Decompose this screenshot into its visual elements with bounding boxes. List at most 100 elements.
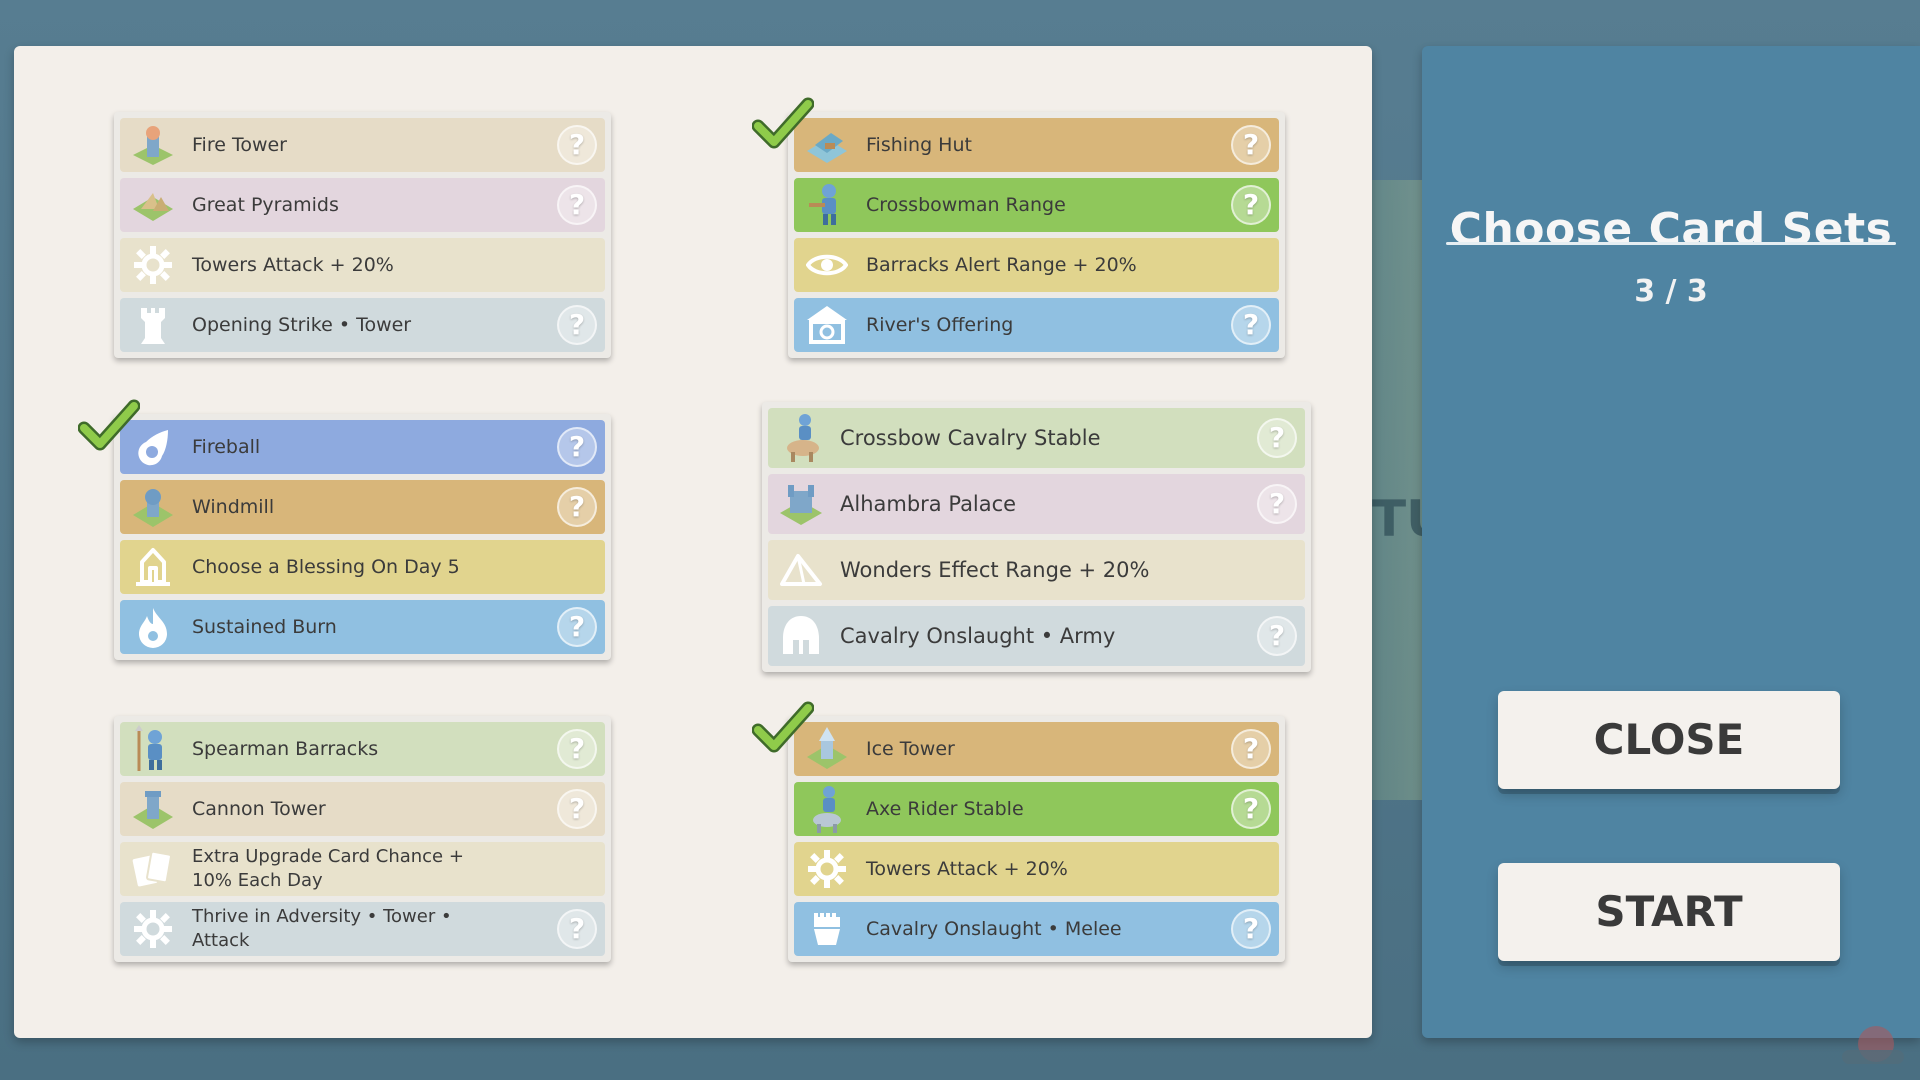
card-label: Fireball xyxy=(192,436,261,458)
help-icon[interactable]: ? xyxy=(557,909,597,949)
card-row: Towers Attack + 20% xyxy=(794,842,1279,896)
card-label: Crossbowman Range xyxy=(866,194,1066,216)
flame-icon xyxy=(128,602,178,652)
fire-tower-icon xyxy=(128,120,178,170)
card-row: Ice Tower ? xyxy=(794,722,1279,776)
help-icon[interactable]: ? xyxy=(557,125,597,165)
card-row: Crossbow Cavalry Stable ? xyxy=(768,408,1305,468)
help-icon[interactable]: ? xyxy=(557,789,597,829)
help-icon[interactable]: ? xyxy=(1231,909,1271,949)
card-set-6[interactable]: Ice Tower ? Axe Rider Stable ? Towers At… xyxy=(788,716,1285,962)
card-row: Extra Upgrade Card Chance + 10% Each Day xyxy=(120,842,605,896)
help-icon[interactable]: ? xyxy=(1231,305,1271,345)
fist-icon xyxy=(802,904,852,954)
card-set-1[interactable]: Fire Tower ? Great Pyramids ? Towers Att… xyxy=(114,112,611,358)
river-temple-icon xyxy=(802,300,852,350)
eye-icon xyxy=(802,240,852,290)
close-button[interactable]: CLOSE xyxy=(1498,691,1840,789)
card-label: Extra Upgrade Card Chance + 10% Each Day xyxy=(192,846,464,891)
card-label: Opening Strike • Tower xyxy=(192,314,412,336)
card-set-2[interactable]: Fishing Hut ? Crossbowman Range ? Barrac… xyxy=(788,112,1285,358)
help-icon[interactable]: ? xyxy=(557,729,597,769)
card-label: Crossbow Cavalry Stable xyxy=(840,426,1101,450)
card-row: Towers Attack + 20% xyxy=(120,238,605,292)
help-icon[interactable]: ? xyxy=(1231,729,1271,769)
card-label: Windmill xyxy=(192,496,275,518)
card-set-3[interactable]: Fireball ? Windmill ? Choose a Blessing … xyxy=(114,414,611,660)
card-set-4[interactable]: Crossbow Cavalry Stable ? Alhambra Palac… xyxy=(762,402,1311,672)
card-label: Cavalry Onslaught • Melee xyxy=(866,918,1122,940)
card-row: Crossbowman Range ? xyxy=(794,178,1279,232)
cards-icon xyxy=(128,844,178,894)
blessing-hands-icon xyxy=(128,542,178,592)
help-icon[interactable]: ? xyxy=(557,185,597,225)
help-icon[interactable]: ? xyxy=(1231,185,1271,225)
card-row: Fireball ? xyxy=(120,420,605,474)
help-icon[interactable]: ? xyxy=(1257,418,1297,458)
background-map-peek xyxy=(1365,180,1425,800)
start-button[interactable]: START xyxy=(1498,863,1840,961)
windmill-icon xyxy=(128,482,178,532)
tower-icon xyxy=(128,300,178,350)
card-row: Fishing Hut ? xyxy=(794,118,1279,172)
card-label: Wonders Effect Range + 20% xyxy=(840,558,1150,582)
card-row: Thrive in Adversity • Tower • Attack ? xyxy=(120,902,605,956)
panel-title: Choose Card Sets xyxy=(1449,204,1893,255)
card-label: Towers Attack + 20% xyxy=(866,858,1068,880)
selection-count: 3 / 3 xyxy=(1634,274,1708,309)
card-row: Cavalry Onslaught • Army ? xyxy=(768,606,1305,666)
great-pyramids-icon xyxy=(128,180,178,230)
help-icon[interactable]: ? xyxy=(557,427,597,467)
fireball-icon xyxy=(128,422,178,472)
help-icon[interactable]: ? xyxy=(1257,616,1297,656)
card-row: Spearman Barracks ? xyxy=(120,722,605,776)
check-icon xyxy=(78,399,140,451)
card-label: Choose a Blessing On Day 5 xyxy=(192,556,460,578)
card-row: Barracks Alert Range + 20% xyxy=(794,238,1279,292)
card-row: Sustained Burn ? xyxy=(120,600,605,654)
card-row: Choose a Blessing On Day 5 xyxy=(120,540,605,594)
help-icon[interactable]: ? xyxy=(557,487,597,527)
card-row: Great Pyramids ? xyxy=(120,178,605,232)
spearman-icon xyxy=(128,724,178,774)
crossbow-cavalry-icon xyxy=(776,413,826,463)
alhambra-palace-icon xyxy=(776,479,826,529)
help-icon[interactable]: ? xyxy=(557,607,597,647)
card-row: Alhambra Palace ? xyxy=(768,474,1305,534)
check-icon xyxy=(752,97,814,149)
card-label: Fishing Hut xyxy=(866,134,972,156)
card-label: Alhambra Palace xyxy=(840,492,1017,516)
gear-icon xyxy=(802,844,852,894)
help-icon[interactable]: ? xyxy=(1231,789,1271,829)
card-label: Cannon Tower xyxy=(192,798,326,820)
crossbowman-icon xyxy=(802,180,852,230)
card-set-5[interactable]: Spearman Barracks ? Cannon Tower ? Extra… xyxy=(114,716,611,962)
fishing-hut-icon xyxy=(802,120,852,170)
gear-icon xyxy=(128,240,178,290)
card-row: Cavalry Onslaught • Melee ? xyxy=(794,902,1279,956)
pyramid-icon xyxy=(776,545,826,595)
axe-rider-icon xyxy=(802,784,852,834)
card-label: Axe Rider Stable xyxy=(866,798,1024,820)
card-label: River's Offering xyxy=(866,314,1014,336)
card-label: Great Pyramids xyxy=(192,194,339,216)
card-row: Wonders Effect Range + 20% xyxy=(768,540,1305,600)
card-label: Ice Tower xyxy=(866,738,955,760)
card-sets-panel: Fire Tower ? Great Pyramids ? Towers Att… xyxy=(14,46,1372,1038)
card-label: Sustained Burn xyxy=(192,616,337,638)
card-label: Thrive in Adversity • Tower • Attack xyxy=(192,906,452,951)
help-icon[interactable]: ? xyxy=(1257,484,1297,524)
help-icon[interactable]: ? xyxy=(1231,125,1271,165)
card-row: Opening Strike • Tower ? xyxy=(120,298,605,352)
card-row: Axe Rider Stable ? xyxy=(794,782,1279,836)
divider xyxy=(1446,242,1896,245)
side-panel: Choose Card Sets 3 / 3 CLOSE START xyxy=(1422,46,1920,1038)
card-label: Spearman Barracks xyxy=(192,738,379,760)
card-label: Cavalry Onslaught • Army xyxy=(840,624,1116,648)
check-icon xyxy=(752,701,814,753)
card-label: Fire Tower xyxy=(192,134,287,156)
helmet-icon xyxy=(776,611,826,661)
card-label: Towers Attack + 20% xyxy=(192,254,394,276)
ice-tower-icon xyxy=(802,724,852,774)
help-icon[interactable]: ? xyxy=(557,305,597,345)
